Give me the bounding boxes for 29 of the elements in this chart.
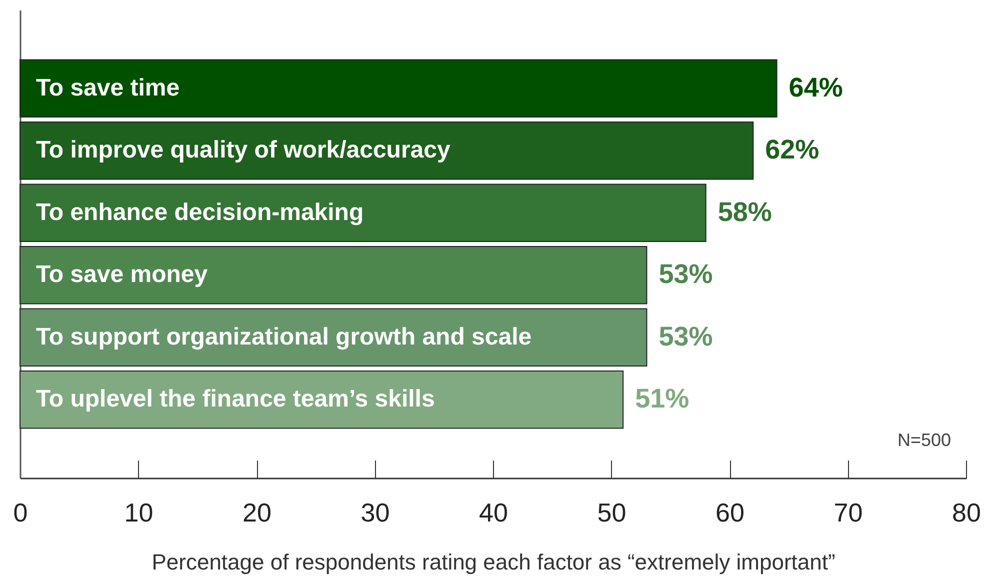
bar [20, 308, 648, 366]
x-tick-label: 40 [479, 498, 508, 528]
bar [20, 370, 624, 429]
bar [20, 59, 778, 118]
annotation: N=500 [897, 430, 951, 450]
bar [20, 246, 648, 304]
x-tick-label: 60 [716, 498, 744, 528]
x-tick-label: 20 [242, 498, 272, 528]
data-label: 58% [718, 196, 772, 227]
x-tick-label: 80 [952, 498, 981, 528]
data-label: 53% [658, 259, 713, 290]
data-label: 62% [765, 134, 820, 165]
y-tick-label: To support organizational growth and scale [36, 323, 532, 350]
data-label: 53% [658, 321, 713, 352]
bar [20, 184, 706, 242]
y-tick-label: To save time [36, 74, 180, 102]
x-tick-label: 50 [597, 498, 626, 528]
x-tick-label: 70 [834, 498, 863, 528]
x-tick-label: 10 [124, 498, 154, 528]
data-label: 51% [635, 384, 690, 414]
x-tick-label: 0 [13, 498, 28, 528]
y-tick-label: To save money [36, 261, 208, 288]
bar [20, 122, 754, 180]
x-tick-label: 30 [360, 498, 390, 528]
y-tick-label: To improve quality of work/accuracy [36, 136, 451, 164]
y-tick-label: To enhance decision-making [36, 198, 364, 226]
data-label: 64% [788, 72, 843, 102]
y-tick-label: To uplevel the finance team’s skills [36, 386, 435, 413]
x-axis-title: Percentage of respondents rating each factor as “extremely important” [152, 550, 836, 574]
